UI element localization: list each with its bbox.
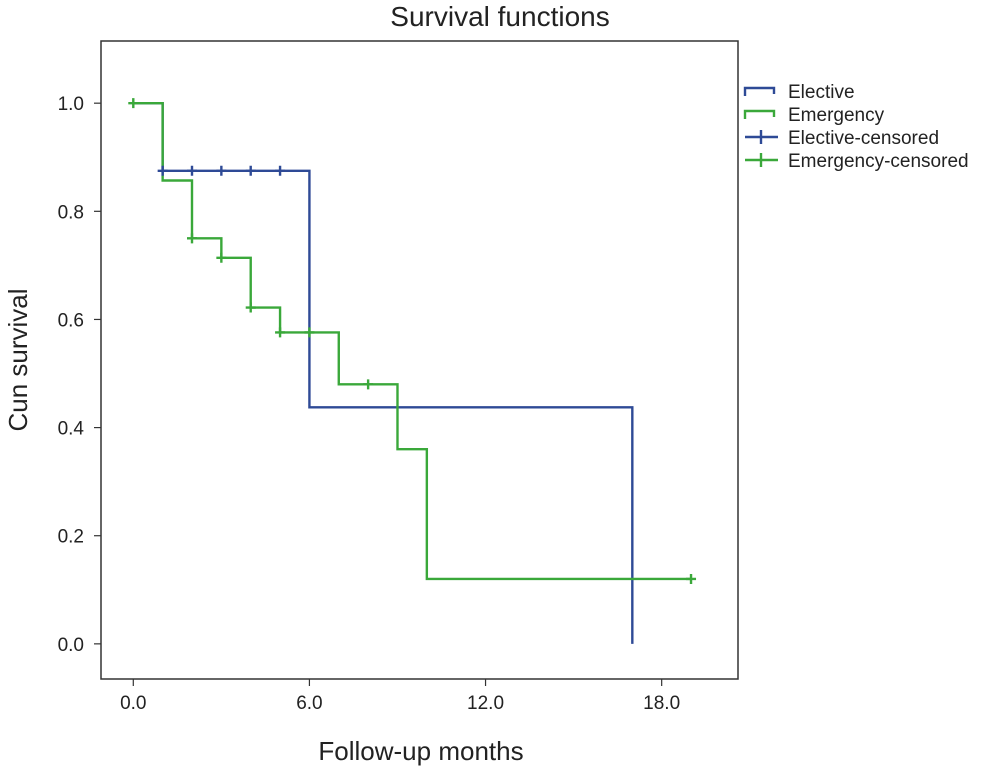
legend-symbol-elective-censored: [745, 130, 778, 144]
censor-mark-elective-censored: [157, 165, 168, 176]
legend-symbol-emergency-censored: [745, 153, 778, 167]
y-tick-label: 0.0: [58, 635, 84, 656]
y-axis-label: Cun survival: [3, 288, 33, 431]
y-tick-label: 0.2: [58, 527, 84, 548]
axis-ticks: 0.0 6.0 12.0 18.0 0.0 0.2 0.4 0.6 0.8 1.0: [58, 94, 681, 714]
survival-curves: [133, 101, 692, 644]
censor-mark-emergency-censored: [275, 327, 286, 338]
censor-mark-emergency-censored: [304, 327, 315, 338]
y-tick-label: 0.4: [58, 419, 85, 440]
legend-symbol-emergency: [743, 109, 776, 119]
series-line-elective: [133, 101, 634, 644]
chart-title: Survival functions: [390, 1, 609, 32]
censor-mark-emergency-censored: [363, 379, 374, 390]
legend-label-emergency-censored: Emergency-censored: [788, 151, 969, 172]
plot-frame: [100, 40, 739, 680]
legend-label-emergency: Emergency: [788, 105, 885, 126]
y-tick-label: 1.0: [58, 94, 84, 115]
legend-symbol-elective: [743, 86, 776, 96]
censor-marks: [128, 98, 697, 584]
censor-mark-elective-censored: [216, 165, 227, 176]
censor-mark-elective-censored: [245, 165, 256, 176]
censor-mark-emergency-censored: [216, 252, 227, 263]
censor-mark-emergency-censored: [187, 233, 197, 244]
series-line-emergency: [133, 101, 692, 581]
censor-mark-elective-censored: [187, 165, 197, 176]
x-tick-label: 12.0: [467, 693, 504, 714]
x-tick-label: 0.0: [120, 693, 146, 714]
censor-mark-emergency-censored: [245, 302, 256, 313]
legend: ElectiveEmergencyElective-censoredEmerge…: [743, 82, 969, 172]
y-tick-label: 0.8: [58, 202, 84, 223]
x-axis-label: Follow-up months: [318, 736, 523, 766]
censor-mark-emergency-censored: [128, 98, 139, 109]
x-tick-label: 6.0: [296, 693, 322, 714]
y-tick-label: 0.6: [58, 310, 84, 331]
censor-mark-elective-censored: [275, 165, 286, 176]
censor-mark-emergency-censored: [686, 573, 697, 584]
legend-label-elective: Elective: [788, 82, 855, 103]
legend-label-elective-censored: Elective-censored: [788, 128, 939, 149]
x-tick-label: 18.0: [643, 693, 680, 714]
